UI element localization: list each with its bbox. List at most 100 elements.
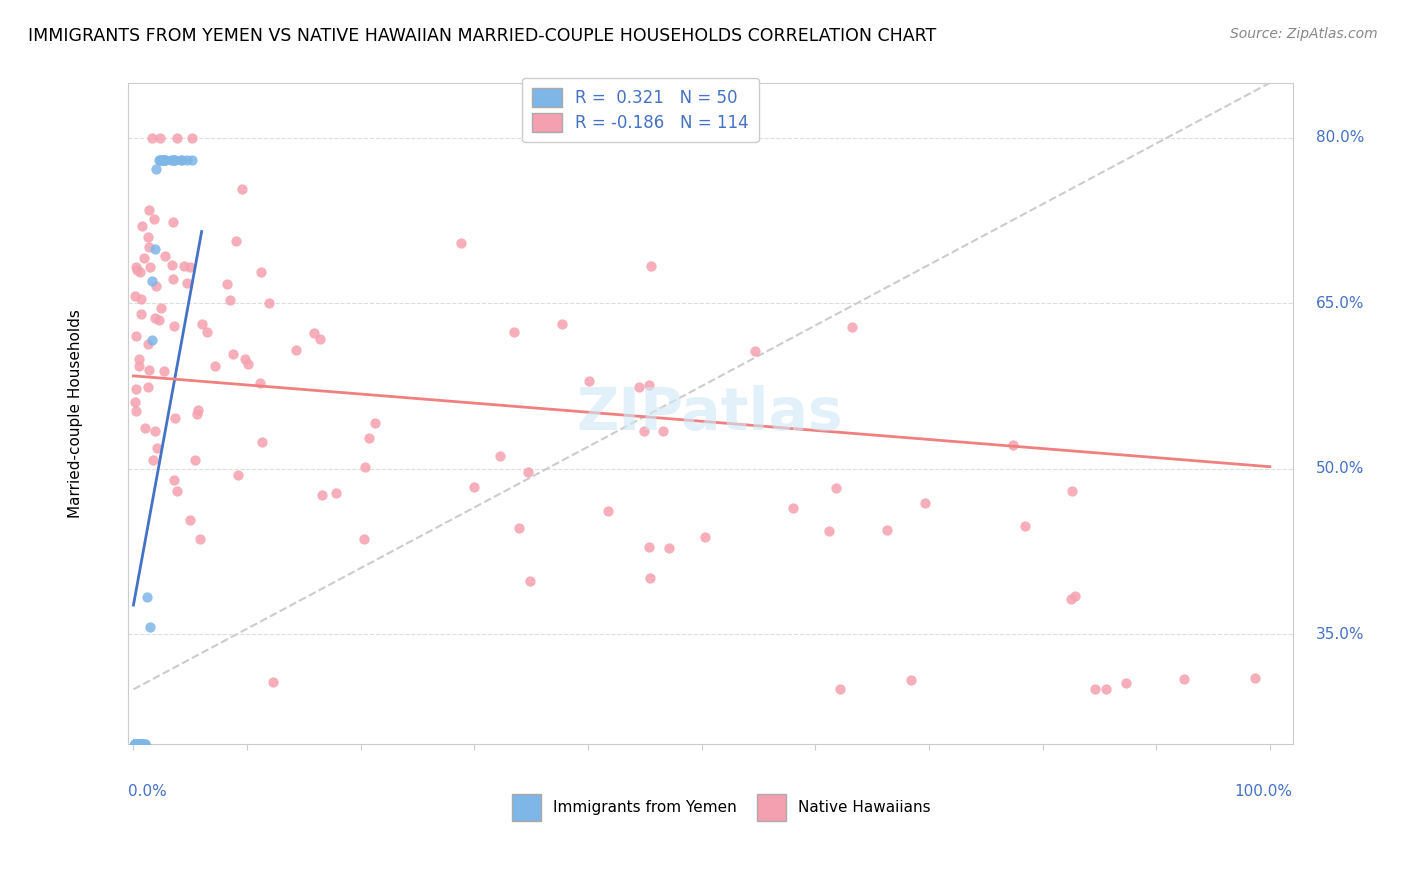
Point: [302, 326, 325, 340]
Point: [128, 351, 150, 366]
Point: [633, 424, 655, 438]
Point: [129, 738, 152, 752]
Point: [153, 153, 176, 167]
Point: [124, 738, 146, 752]
Point: [141, 274, 163, 288]
Point: [141, 131, 163, 145]
Point: [782, 500, 804, 515]
Point: [136, 380, 159, 394]
Text: Immigrants from Yemen: Immigrants from Yemen: [553, 800, 737, 815]
Point: [124, 738, 146, 752]
Point: [131, 738, 153, 752]
Point: [187, 402, 209, 417]
Point: [841, 320, 863, 334]
Point: [598, 504, 620, 518]
Point: [231, 182, 253, 196]
Point: [129, 738, 152, 752]
Point: [1062, 484, 1084, 499]
Point: [162, 272, 184, 286]
Point: [503, 325, 526, 339]
Point: [160, 258, 183, 272]
Point: [179, 513, 201, 527]
Point: [145, 161, 167, 176]
Point: [226, 467, 249, 482]
Point: [145, 279, 167, 293]
Point: [150, 301, 173, 315]
Point: [153, 249, 176, 263]
Point: [125, 738, 148, 752]
Point: [155, 153, 177, 167]
Point: [139, 260, 162, 274]
Point: [138, 202, 160, 217]
Point: [830, 682, 852, 697]
Point: [129, 265, 152, 279]
Text: 35.0%: 35.0%: [1316, 627, 1364, 641]
Point: [914, 496, 936, 510]
Point: [353, 533, 375, 547]
Point: [249, 376, 271, 390]
Text: Married-couple Households: Married-couple Households: [67, 310, 83, 518]
Point: [638, 540, 661, 554]
Point: [148, 153, 170, 167]
Point: [257, 295, 280, 310]
Text: 65.0%: 65.0%: [1316, 296, 1364, 311]
Point: [163, 153, 186, 167]
Point: [450, 236, 472, 251]
Point: [325, 486, 347, 500]
Point: [519, 574, 541, 589]
Point: [176, 153, 198, 167]
Point: [145, 310, 167, 325]
Point: [1173, 673, 1195, 687]
Point: [134, 738, 156, 752]
Point: [148, 131, 170, 145]
Point: [124, 738, 146, 752]
Text: 0.0%: 0.0%: [128, 784, 166, 799]
Point: [149, 153, 172, 167]
Point: [225, 234, 247, 248]
Point: [640, 259, 662, 273]
Point: [125, 260, 148, 275]
Text: ZIPatlas: ZIPatlas: [576, 385, 844, 442]
Point: [136, 337, 159, 351]
Point: [150, 153, 173, 167]
Point: [250, 435, 273, 450]
Point: [124, 738, 146, 752]
Point: [173, 259, 195, 273]
Point: [148, 312, 170, 326]
Point: [153, 153, 176, 167]
Legend: R =  0.321   N = 50, R = -0.186   N = 114: R = 0.321 N = 50, R = -0.186 N = 114: [522, 78, 759, 143]
Point: [124, 404, 146, 418]
Point: [181, 131, 204, 145]
Point: [125, 738, 148, 752]
Text: 100.0%: 100.0%: [1234, 784, 1292, 799]
Point: [1115, 675, 1137, 690]
Point: [138, 363, 160, 377]
Point: [142, 212, 165, 227]
Point: [165, 153, 187, 167]
Point: [166, 131, 188, 145]
Point: [163, 474, 186, 488]
Point: [131, 738, 153, 752]
Point: [153, 153, 176, 167]
Point: [744, 344, 766, 359]
Point: [131, 307, 153, 321]
Point: [125, 263, 148, 277]
Point: [1060, 592, 1083, 607]
Point: [124, 738, 146, 752]
Point: [162, 153, 184, 167]
FancyBboxPatch shape: [756, 794, 786, 821]
Point: [131, 219, 153, 233]
Point: [143, 242, 166, 256]
Point: [1014, 519, 1036, 533]
Point: [1243, 671, 1265, 685]
Point: [134, 251, 156, 265]
Point: [285, 343, 308, 358]
Point: [204, 359, 226, 373]
Point: [141, 453, 163, 467]
Point: [363, 416, 385, 430]
Point: [550, 317, 572, 331]
Point: [262, 675, 284, 690]
Point: [131, 738, 153, 752]
Point: [215, 277, 238, 292]
Point: [825, 481, 848, 495]
